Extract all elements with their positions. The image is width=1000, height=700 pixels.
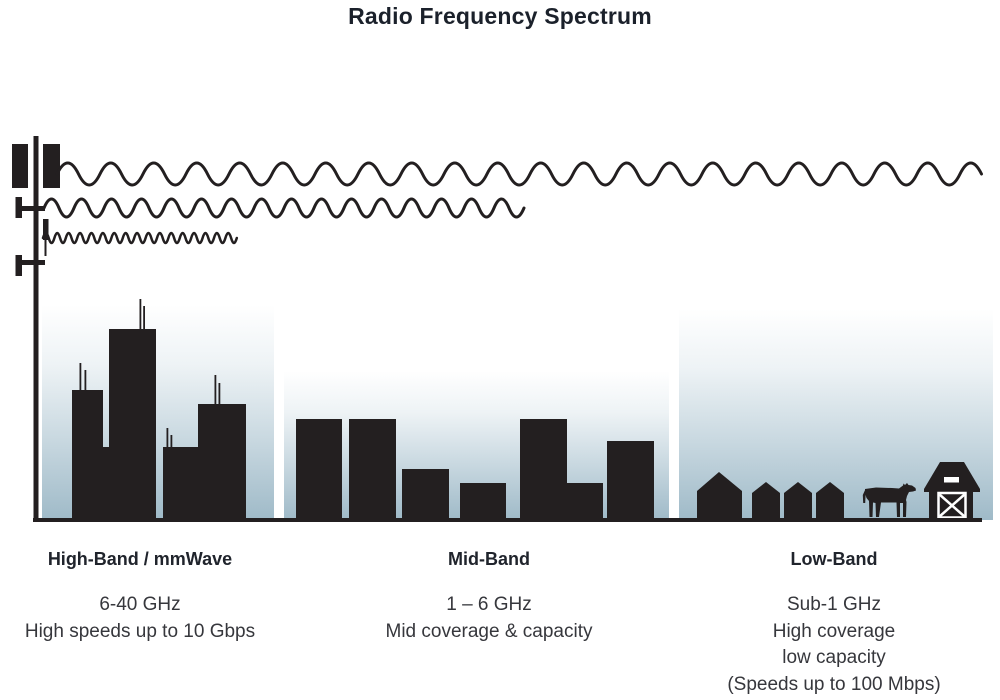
mid-band-coverage: Mid coverage & capacity: [385, 620, 593, 642]
mid-band-frequency: 1 – 6 GHz: [446, 594, 532, 615]
page-title: Radio Frequency Spectrum: [348, 3, 652, 29]
cow-icon: [862, 483, 916, 517]
mid-rise-buildings-icon: [296, 419, 654, 522]
low-band-wave-icon: [55, 161, 983, 187]
skyscraper-skyline-icon: [72, 299, 246, 522]
high-band-frequency: 6-40 GHz: [99, 594, 181, 615]
high-band-wave-icon: [41, 231, 239, 245]
cell-tower-icon: [12, 136, 60, 522]
low-band-coverage: High coverage: [772, 620, 896, 642]
radio-waves: [41, 161, 983, 245]
mid-band-title: Mid-Band: [448, 549, 530, 569]
low-band-speed: (Speeds up to 100 Mbps): [727, 673, 941, 695]
low-band-title: Low-Band: [790, 549, 878, 569]
houses-icon: [697, 472, 844, 522]
barn-icon: [924, 462, 980, 519]
low-band-capacity: low capacity: [782, 647, 886, 668]
mid-band-wave-icon: [42, 197, 526, 219]
ground-line: [33, 518, 982, 522]
low-band-description: Sub-1 GHz High coverage low capacity (Sp…: [674, 592, 994, 698]
low-band-frequency: Sub-1 GHz: [787, 594, 881, 615]
high-band-speed: High speeds up to 10 Gbps: [24, 620, 256, 642]
high-band-title: High-Band / mmWave: [47, 549, 233, 569]
high-band-description: 6-40 GHz High speeds up to 10 Gbps: [0, 592, 280, 645]
mid-band-description: 1 – 6 GHz Mid coverage & capacity: [339, 592, 639, 645]
